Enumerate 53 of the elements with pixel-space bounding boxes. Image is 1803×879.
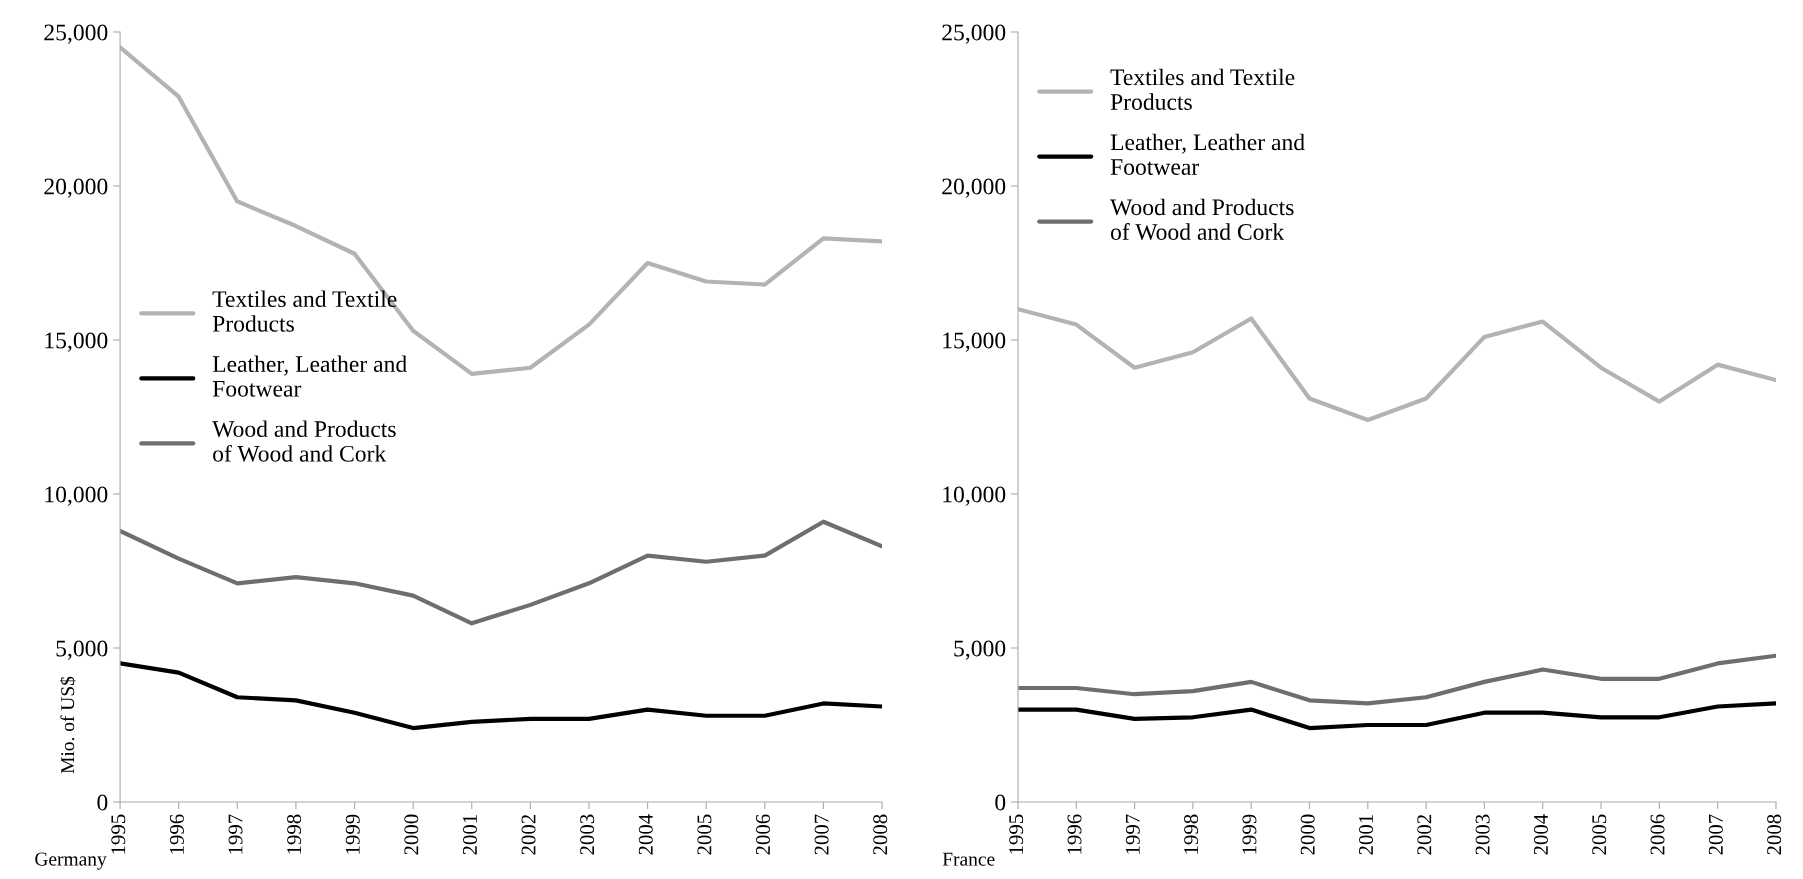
y-tick-label: 10,000 xyxy=(45,486,108,506)
x-tick-label: 1999 xyxy=(345,814,360,854)
x-tick-label: 1998 xyxy=(1184,814,1199,854)
x-axis-title: Germany xyxy=(35,852,107,870)
x-tick-label: 1995 xyxy=(1009,814,1024,854)
x-tick-label: 2000 xyxy=(1300,814,1315,855)
x-tick-label: 2007 xyxy=(1708,814,1723,855)
x-tick-label: 2006 xyxy=(1650,814,1665,855)
x-tick-label: 2005 xyxy=(1592,814,1607,855)
line-series xyxy=(1017,701,1776,731)
y-tick-label: 5,000 xyxy=(56,640,108,660)
y-tick-label: 0 xyxy=(995,794,1006,811)
y-tick-label: 10,000 xyxy=(943,486,1006,506)
y-tick-label: 25,000 xyxy=(942,24,1006,44)
x-tick-label: 2003 xyxy=(580,814,595,855)
y-tick-label: 25,000 xyxy=(44,24,108,44)
x-tick-label: 2004 xyxy=(638,814,653,855)
y-tick-label: 20,000 xyxy=(44,178,108,198)
x-tick-label: 2001 xyxy=(462,815,477,855)
y-tick-label: 15,000 xyxy=(45,332,108,352)
legend-label: Wood and Products of Wood and Cork xyxy=(212,420,396,462)
legend-label: Leather, Leather and Footwear xyxy=(212,355,407,397)
x-tick-label: 1996 xyxy=(169,814,184,854)
x-tick-label: 1995 xyxy=(111,814,126,854)
x-tick-label: 1997 xyxy=(1125,814,1140,854)
x-tick-label: 1998 xyxy=(287,814,302,854)
x-tick-label: 2004 xyxy=(1533,814,1548,855)
x-axis-title: France xyxy=(942,852,995,866)
x-tick-label: 2006 xyxy=(755,814,771,855)
y-tick-label: 15,000 xyxy=(943,332,1006,352)
y-tick-label: 5,000 xyxy=(954,640,1006,660)
x-tick-label: 2002 xyxy=(1417,814,1432,855)
y-axis-title: Mio. of US$ xyxy=(59,676,76,774)
legend-label: Textiles and Textile Products xyxy=(212,290,397,332)
x-tick-label: 1997 xyxy=(228,814,243,854)
y-tick-label: 20,000 xyxy=(942,178,1006,198)
x-tick-label: 2005 xyxy=(697,814,712,855)
legend-label: Textiles and Textile Products xyxy=(1110,68,1295,110)
line-series xyxy=(1017,653,1776,706)
x-tick-label: 2008 xyxy=(1767,814,1782,855)
legend-label: Leather, Leather and Footwear xyxy=(1110,133,1305,175)
x-tick-label: 1996 xyxy=(1067,814,1082,854)
x-tick-label: 2002 xyxy=(521,814,536,855)
x-tick-label: 2007 xyxy=(814,814,829,855)
line-series xyxy=(120,519,883,626)
legend-label: Wood and Products of Wood and Cork xyxy=(1110,198,1294,241)
y-tick-label: 0 xyxy=(97,794,108,811)
x-tick-label: 2001 xyxy=(1358,815,1374,855)
x-tick-label: 2003 xyxy=(1475,814,1490,855)
x-tick-label: 2008 xyxy=(873,814,888,855)
line-series xyxy=(120,661,883,731)
x-tick-label: 1999 xyxy=(1242,814,1257,854)
x-tick-label: 2000 xyxy=(404,814,419,855)
